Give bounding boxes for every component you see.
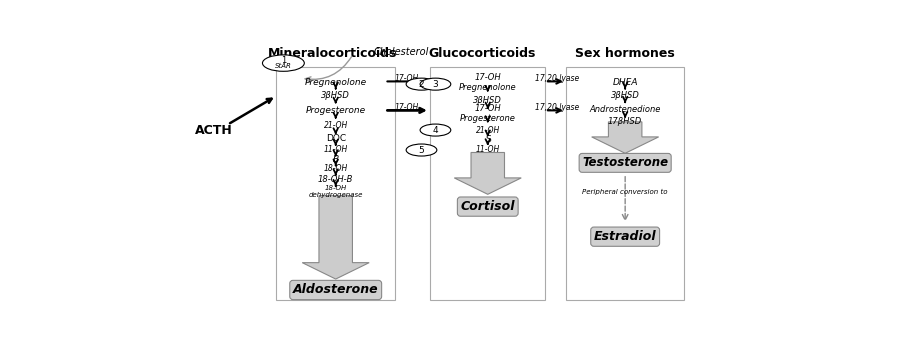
Text: Androstenedione: Androstenedione <box>590 105 661 114</box>
Text: Sex hormones: Sex hormones <box>575 47 675 60</box>
Text: Glucocorticoids: Glucocorticoids <box>428 47 536 60</box>
Circle shape <box>263 55 304 71</box>
Text: StAR: StAR <box>275 64 292 69</box>
Text: 17βHSD: 17βHSD <box>608 118 643 126</box>
Text: 17-OH
Progesterone: 17-OH Progesterone <box>460 104 516 124</box>
Text: 3βHSD: 3βHSD <box>611 91 640 100</box>
Text: 1: 1 <box>281 56 286 65</box>
Circle shape <box>420 124 451 136</box>
Text: 18-OH
dehydrogenase: 18-OH dehydrogenase <box>309 185 363 198</box>
Text: 3βHSD: 3βHSD <box>321 91 350 100</box>
Text: Progesterone: Progesterone <box>306 106 365 115</box>
Text: 17-OH: 17-OH <box>395 103 419 111</box>
Text: 17,20 lyase: 17,20 lyase <box>535 103 579 111</box>
Text: S: S <box>485 135 490 144</box>
Text: 17-OH: 17-OH <box>395 73 419 83</box>
Text: Estradiol: Estradiol <box>594 230 656 243</box>
Polygon shape <box>454 153 521 194</box>
Text: 18-OH: 18-OH <box>324 164 347 173</box>
Text: Aldosterone: Aldosterone <box>292 284 379 296</box>
Text: 21-OH: 21-OH <box>324 121 347 131</box>
Text: Mineralocorticoids: Mineralocorticoids <box>267 47 397 60</box>
Text: 4: 4 <box>433 126 438 135</box>
Text: Pregnenolone: Pregnenolone <box>304 78 367 87</box>
Text: 18-OH-B: 18-OH-B <box>318 175 354 184</box>
Text: 2: 2 <box>418 80 424 89</box>
Text: DHEA: DHEA <box>612 78 638 87</box>
Text: DOC: DOC <box>326 134 346 143</box>
Text: 17-OH
Pregnenolone: 17-OH Pregnenolone <box>459 72 517 92</box>
Polygon shape <box>302 196 369 279</box>
Circle shape <box>406 144 436 156</box>
Text: 3: 3 <box>433 80 438 89</box>
Text: 11-OH: 11-OH <box>324 145 347 154</box>
Text: 21-OH: 21-OH <box>475 126 500 135</box>
Text: Cortisol: Cortisol <box>461 200 515 213</box>
Text: B: B <box>333 155 338 164</box>
Text: Cholesterol: Cholesterol <box>374 47 429 57</box>
Circle shape <box>406 78 436 90</box>
Text: Peripheral conversion to: Peripheral conversion to <box>582 189 668 195</box>
Text: 17,20 lyase: 17,20 lyase <box>535 73 579 83</box>
Text: Testosterone: Testosterone <box>582 156 668 169</box>
Circle shape <box>420 78 451 90</box>
Text: 3βHSD: 3βHSD <box>473 95 502 104</box>
Text: ACTH: ACTH <box>194 124 232 137</box>
Text: 11-OH: 11-OH <box>475 145 500 154</box>
Text: 5: 5 <box>418 146 425 154</box>
Polygon shape <box>591 122 659 153</box>
